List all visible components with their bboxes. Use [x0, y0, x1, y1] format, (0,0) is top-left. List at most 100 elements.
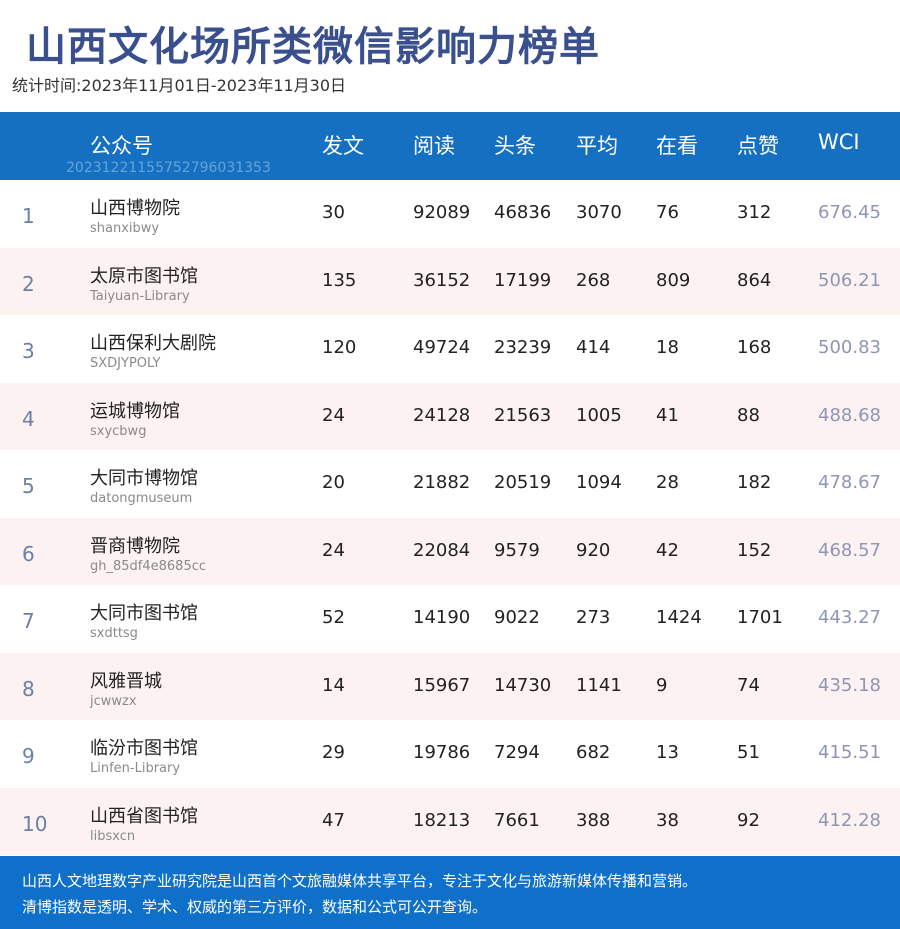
cell-average: 414 — [576, 337, 611, 358]
table-row: 2 太原市图书馆 Taiyuan-Library 135 36152 17199 268 80… — [0, 247, 900, 315]
table-row: 5 大同市博物馆 datongmuseum 20 21882 20519 1094 28 182… — [0, 450, 900, 518]
table-row: 1 山西博物院 shanxibwy 30 92089 46836 3070 76 312 676.… — [0, 180, 900, 248]
cell-posts: 29 — [322, 742, 345, 763]
cell-likes: 152 — [737, 539, 772, 561]
header-account: 公众号 — [90, 134, 153, 158]
account-name: 临汾市图书馆 — [90, 738, 198, 759]
cell-average: 920 — [576, 539, 611, 561]
rank-number: 4 — [22, 406, 35, 431]
statistics-period: 统计时间:2023年11月01日-2023年11月30日 — [12, 76, 347, 95]
cell-reads: 49724 — [413, 337, 471, 358]
cell-reads: 19786 — [413, 742, 471, 763]
cell-headline: 21563 — [494, 404, 552, 426]
cell-reads: 15967 — [413, 674, 471, 696]
cell-wci: 506.21 — [818, 269, 881, 291]
table-header: 公众号 发文 阅读 头条 平均 在看 点赞 WCI 20231221155752… — [0, 112, 900, 180]
cell-average: 1141 — [576, 674, 622, 696]
account-name: 太原市图书馆 — [90, 265, 198, 287]
rank-number: 5 — [22, 474, 35, 498]
header-average: 平均 — [576, 134, 618, 158]
account-id: gh_85df4e8685cc — [90, 558, 207, 574]
cell-wci: 468.57 — [818, 539, 881, 561]
rank-number: 8 — [22, 676, 35, 701]
cell-headline: 20519 — [494, 472, 552, 493]
footer-line-1: 山西人文地理数字产业研究院是山西首个文旅融媒体共享平台，专注于文化与旅游新媒体传… — [22, 872, 698, 890]
header-watching: 在看 — [656, 134, 698, 158]
account-id: Taiyuan-Library — [90, 288, 190, 304]
account-id: shanxibwy — [90, 221, 160, 236]
cell-posts: 24 — [322, 404, 345, 426]
footer: 山西人文地理数字产业研究院是山西首个文旅融媒体共享平台，专注于文化与旅游新媒体传… — [0, 856, 900, 929]
cell-headline: 9022 — [494, 607, 540, 628]
rank-number: 1 — [22, 204, 35, 228]
header-reads: 阅读 — [413, 134, 455, 158]
table-row: 10 山西省图书馆 libsxcn 47 18213 7661 388 38 92 412.28 — [0, 787, 900, 855]
cell-likes: 88 — [737, 404, 760, 426]
cell-reads: 92089 — [413, 202, 471, 223]
rank-number: 7 — [22, 609, 35, 633]
cell-headline: 7294 — [494, 742, 540, 763]
cell-headline: 23239 — [494, 337, 552, 358]
cell-watching: 76 — [656, 202, 679, 223]
rank-number: 3 — [22, 339, 35, 363]
cell-reads: 22084 — [413, 539, 471, 561]
cell-posts: 120 — [322, 337, 357, 358]
table-row: 6 晋商博物院 gh_85df4e8685cc 24 22084 9579 920 42 152… — [0, 517, 900, 585]
cell-watching: 38 — [656, 809, 679, 831]
watermark-text: 20231221155752796031353 — [66, 160, 271, 176]
table-row: 3 山西保利大剧院 SXDJYPOLY 120 49724 23239 414 18 168 50… — [0, 315, 900, 383]
cell-average: 273 — [576, 607, 611, 628]
cell-wci: 435.18 — [818, 674, 881, 696]
cell-watching: 9 — [656, 674, 668, 696]
account-name: 大同市博物馆 — [90, 468, 198, 489]
footer-line-2: 清博指数是透明、学术、权威的第三方评价，数据和公式可公开查询。 — [22, 898, 488, 916]
table-row: 9 临汾市图书馆 Linfen-Library 29 19786 7294 682 13 51 4… — [0, 720, 900, 788]
cell-wci: 415.51 — [818, 742, 881, 763]
cell-likes: 182 — [737, 472, 772, 493]
account-id: jcwwzx — [90, 693, 137, 709]
cell-likes: 1701 — [737, 607, 783, 628]
cell-reads: 36152 — [413, 269, 471, 291]
cell-watching: 18 — [656, 337, 679, 358]
header-wci: WCI — [818, 130, 860, 154]
cell-likes: 74 — [737, 674, 760, 696]
table-row: 4 运城博物馆 sxycbwg 24 24128 21563 1005 41 88 488.68 — [0, 382, 900, 450]
cell-reads: 18213 — [413, 809, 471, 831]
cell-watching: 809 — [656, 269, 691, 291]
account-name: 晋商博物院 — [90, 535, 180, 557]
account-name: 风雅晋城 — [90, 670, 162, 692]
account-name: 山西省图书馆 — [90, 805, 198, 827]
cell-wci: 500.83 — [818, 337, 881, 358]
page-title: 山西文化场所类微信影响力榜单 — [26, 24, 600, 70]
account-name: 大同市图书馆 — [90, 603, 198, 624]
cell-headline: 17199 — [494, 269, 552, 291]
cell-average: 388 — [576, 809, 611, 831]
cell-watching: 1424 — [656, 607, 702, 628]
account-id: datongmuseum — [90, 491, 193, 506]
cell-watching: 42 — [656, 539, 679, 561]
cell-likes: 168 — [737, 337, 772, 358]
cell-headline: 7661 — [494, 809, 540, 831]
cell-headline: 9579 — [494, 539, 540, 561]
cell-wci: 676.45 — [818, 202, 881, 223]
cell-average: 1094 — [576, 472, 622, 493]
cell-average: 682 — [576, 742, 611, 763]
cell-wci: 443.27 — [818, 607, 881, 628]
cell-headline: 14730 — [494, 674, 552, 696]
cell-posts: 47 — [322, 809, 345, 831]
cell-posts: 20 — [322, 472, 345, 493]
cell-average: 1005 — [576, 404, 622, 426]
header-posts: 发文 — [322, 134, 364, 158]
cell-wci: 412.28 — [818, 809, 881, 831]
cell-average: 268 — [576, 269, 611, 291]
table-row: 7 大同市图书馆 sxdttsg 52 14190 9022 273 1424 1701 443.… — [0, 585, 900, 653]
cell-reads: 21882 — [413, 472, 471, 493]
cell-posts: 14 — [322, 674, 345, 696]
account-id: sxycbwg — [90, 423, 147, 439]
rank-number: 10 — [22, 811, 48, 836]
rank-number: 9 — [22, 744, 35, 768]
rank-number: 2 — [22, 271, 35, 296]
account-name: 运城博物馆 — [90, 400, 180, 422]
cell-wci: 488.68 — [818, 404, 881, 426]
account-name: 山西博物院 — [90, 198, 180, 219]
